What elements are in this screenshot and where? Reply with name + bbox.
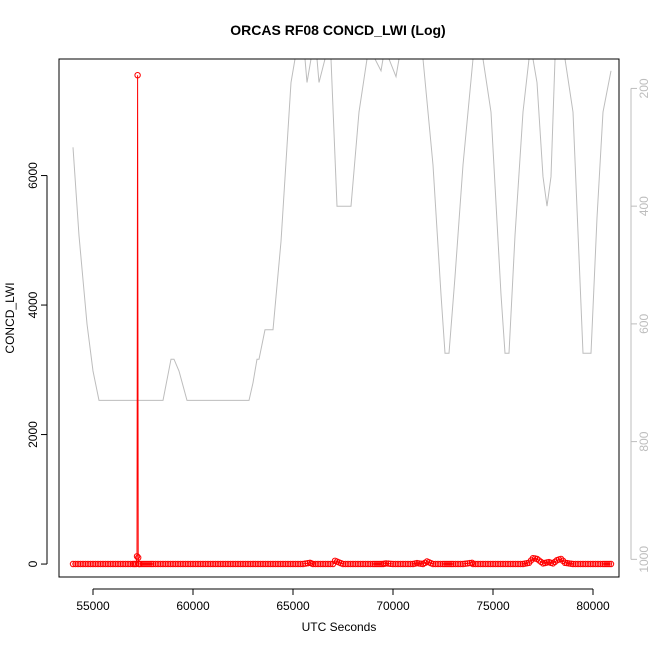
data-point [302,560,309,567]
x-tick-label: 65000 [276,599,310,613]
y-axis-label: CONCD_LWI [3,282,17,353]
y-axis: 0 2000 4000 6000 [26,162,48,567]
data-point [603,560,611,568]
data-point [135,554,142,561]
data-point [367,560,374,568]
data-point [137,560,145,568]
data-point [299,560,307,568]
data-point [143,560,151,568]
series-layer [69,72,615,568]
y2-tick-label: 200 [637,78,650,98]
data-point [597,560,604,568]
data-point [385,560,392,567]
y-tick-label: 4000 [26,291,40,318]
plot-frame [58,58,620,578]
x-tick-label: 55000 [76,599,110,613]
data-point [147,560,155,568]
data-point [549,560,557,567]
y-tick-label: 6000 [26,162,40,189]
data-point [459,560,467,568]
data-point [557,555,565,563]
data-point [447,560,455,568]
secondary-series-layer [72,58,612,401]
y2-tick-label: 400 [637,196,650,216]
x-tick-label: 80000 [576,599,610,613]
data-point [439,560,447,568]
data-point [457,560,464,568]
data-point [601,560,609,568]
x-tick-label: 70000 [376,599,410,613]
y2-tick-label: 1000 [637,546,650,573]
x-axis-label: UTC Seconds [302,620,377,634]
data-point [599,560,607,568]
data-point [373,560,381,568]
x-axis: 55000 60000 65000 70000 75000 80000 [76,588,610,613]
data-point [134,72,141,79]
data-point [437,560,444,568]
data-point [443,560,451,568]
data-point [327,560,334,568]
data-point [605,560,613,568]
data-point [607,560,615,568]
y-tick-label: 0 [26,560,40,567]
y2-tick-label: 600 [637,314,650,334]
secondary-y-axis: 200 400 600 800 1000 [630,78,650,573]
data-point [382,560,390,567]
data-point [297,560,304,568]
data-point [445,560,453,568]
data-point [462,560,469,567]
y-tick-label: 2000 [26,421,40,448]
data-point [139,560,147,568]
data-point [387,560,394,567]
data-point [407,560,414,568]
x-tick-label: 75000 [476,599,510,613]
data-point [517,560,524,568]
secondary-series-line [72,58,612,401]
data-point [441,560,449,568]
data-point [133,553,141,560]
data-point [371,560,379,568]
chart-title: ORCAS RF08 CONCD_LWI (Log) [230,22,445,38]
data-point [468,559,476,566]
data-point [145,560,153,568]
y2-tick-label: 800 [637,431,650,451]
x-tick-label: 60000 [176,599,210,613]
data-point [141,560,149,568]
data-point [369,560,377,568]
